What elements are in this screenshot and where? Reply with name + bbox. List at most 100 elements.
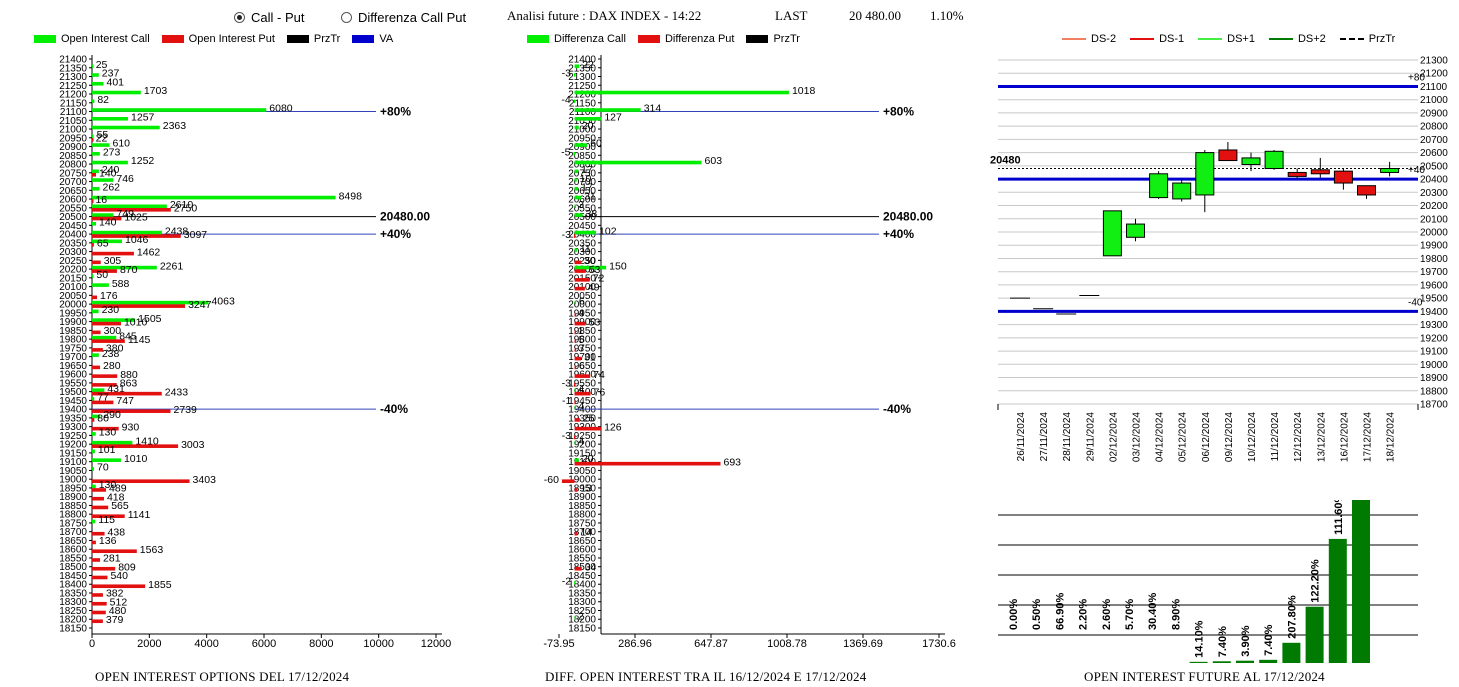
radio-call-put[interactable]: Call - Put [234, 10, 304, 25]
put-bar [92, 540, 96, 545]
put-bar [92, 330, 101, 335]
call-bar [574, 178, 577, 182]
strike-label: 20450 [59, 221, 87, 232]
strike-label: 20400 [568, 230, 596, 241]
legend-ds-plus1: DS+1 [1198, 33, 1255, 45]
y-tick-label: 19900 [1420, 241, 1448, 252]
put-value-label: 1141 [128, 509, 151, 521]
call-bar [574, 405, 577, 410]
strike-label: 20200 [59, 265, 87, 276]
strike-label: 18550 [59, 553, 87, 564]
call-bar [92, 467, 95, 471]
call-value-label: 1018 [792, 85, 816, 97]
strike-label: 18750 [59, 518, 87, 529]
strike-label: 21350 [59, 63, 87, 74]
strike-label: 18900 [568, 492, 596, 503]
va-line-label: +80% [380, 105, 411, 119]
put-bar [573, 234, 576, 238]
put-value-label: 5 [579, 334, 585, 346]
call-value-label: -3 [562, 68, 571, 80]
put-bar [92, 418, 95, 422]
call-value-label: 38 [586, 208, 598, 220]
put-value-label: 3403 [193, 474, 217, 486]
call-bar [92, 265, 157, 270]
call-bar [92, 239, 122, 244]
radio-diff-call-put[interactable]: Differenza Call Put [341, 10, 466, 25]
strike-label: 19750 [59, 343, 87, 354]
strike-label: 20600 [59, 195, 87, 206]
call-value-label: 6080 [269, 103, 293, 115]
put-value-label: -60 [544, 474, 559, 486]
oi-future-bar [1352, 500, 1370, 663]
candle-up [1126, 223, 1145, 238]
put-value-label: 3097 [184, 229, 208, 241]
x-tick-label: 4000 [194, 638, 218, 650]
strike-label: 19400 [59, 405, 87, 416]
y-tick-label: 20700 [1420, 135, 1448, 146]
oi-future-bar [1305, 606, 1324, 663]
date-label: 17/12/2024 [1363, 412, 1374, 462]
call-value-label: 102 [599, 225, 617, 237]
put-value-label: 16 [95, 194, 107, 206]
x-tick-label: 1730.6 [922, 638, 956, 650]
put-value-label: 1010 [124, 316, 148, 328]
put-bar [92, 426, 119, 431]
strike-label: 19200 [568, 440, 596, 451]
call-bar [92, 187, 100, 191]
put-bar [92, 304, 186, 308]
put-value-label: 1025 [124, 211, 148, 223]
call-bar [574, 440, 577, 445]
put-bar [92, 208, 171, 212]
price-line-label: 20480.00 [883, 210, 933, 224]
strike-label: 21300 [568, 72, 596, 83]
strike-label: 19950 [568, 308, 596, 319]
call-value-label: 31 [584, 190, 596, 202]
x-tick-label: 6000 [252, 638, 276, 650]
y-tick-label: 19500 [1420, 294, 1448, 305]
strike-label: 19250 [59, 431, 87, 442]
put-bar [574, 418, 580, 422]
put-value-label: 1855 [148, 579, 172, 591]
y-tick-label: 20900 [1420, 108, 1448, 119]
strike-label: 20950 [568, 133, 596, 144]
legend-mid: Differenza Call Differenza Put PrzTr [527, 33, 800, 45]
put-value-label: 418 [107, 491, 125, 503]
call-bar [92, 300, 209, 305]
call-value-label: 115 [98, 514, 115, 526]
strike-label: 19000 [568, 475, 596, 486]
call-bar [92, 414, 101, 419]
call-bar [92, 309, 99, 314]
strike-label: 18150 [59, 624, 87, 635]
strike-label: 18600 [59, 545, 87, 556]
call-value-label: 77 [97, 392, 109, 404]
legend-oi-put: Open Interest Put [161, 33, 275, 45]
call-bar [574, 388, 577, 392]
put-bar [92, 383, 117, 387]
call-value-label: 237 [102, 68, 120, 80]
put-bar [92, 601, 107, 606]
candle-down [1218, 149, 1238, 162]
legend-right: DS-2 DS-1 DS+1 DS+2 PrzTr [1062, 33, 1395, 45]
oi-future-label: 207.80% [1286, 595, 1298, 639]
strike-label: 20050 [59, 291, 87, 302]
call-bar [574, 160, 702, 165]
put-bar [92, 400, 114, 405]
oi-future-label: 2.20% [1078, 599, 1090, 630]
strike-label: 20850 [59, 151, 87, 162]
y-tick-label: 19700 [1420, 267, 1448, 278]
footer-left: OPEN INTEREST OPTIONS DEL 17/12/2024 [95, 669, 350, 684]
call-value-label: 1257 [131, 111, 155, 123]
strike-label: 18900 [59, 492, 87, 503]
put-value-label: -3 [562, 229, 571, 241]
put-value-label: 305 [104, 255, 122, 267]
put-bar [574, 566, 582, 571]
call-bar [574, 169, 579, 174]
legend-ds-minus1: DS-1 [1130, 33, 1184, 45]
strike-label: 20000 [59, 300, 87, 311]
call-bar [574, 248, 577, 252]
strike-label: 21400 [568, 55, 596, 66]
strike-label: 19700 [568, 352, 596, 363]
radio-diff-label: Differenza Call Put [358, 10, 467, 25]
put-value-label: 880 [120, 369, 138, 381]
strike-label: 19350 [59, 413, 87, 424]
